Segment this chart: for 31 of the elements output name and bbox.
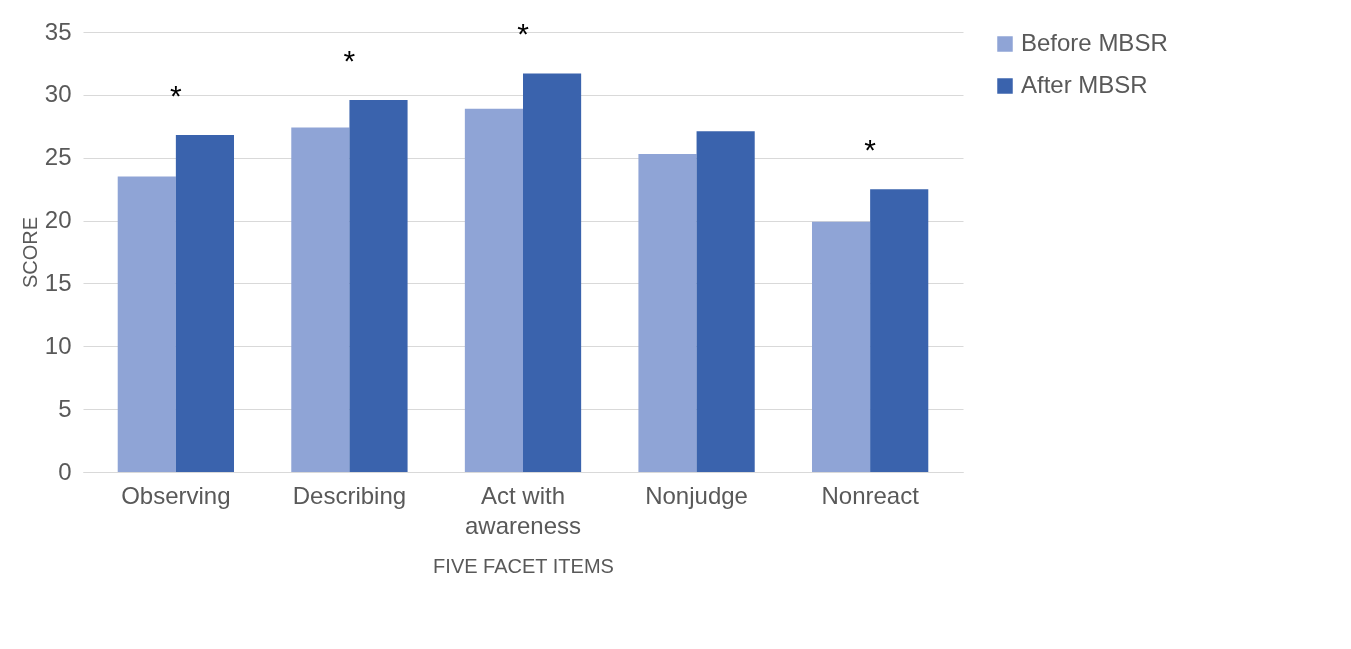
y-tick-label: 35 xyxy=(44,17,72,45)
legend-label: After MBSR xyxy=(1021,71,1148,98)
y-tick-label: 5 xyxy=(58,394,72,422)
bar xyxy=(811,221,871,472)
annotation: * xyxy=(864,133,877,167)
annotation: * xyxy=(343,43,356,77)
x-tick-label: Act with awareness xyxy=(464,481,582,539)
bar xyxy=(638,153,697,472)
annotation: * xyxy=(170,79,183,113)
x-tick-label: Observing xyxy=(121,481,231,509)
x-tick-label: Describing xyxy=(292,481,407,509)
bar xyxy=(117,176,176,472)
y-axis-title: SCORE xyxy=(18,216,41,289)
bar xyxy=(696,131,755,472)
y-tick-label: 15 xyxy=(44,268,72,296)
y-tick-label: 0 xyxy=(58,457,72,485)
bar xyxy=(291,127,350,472)
y-tick-label: 10 xyxy=(44,331,72,359)
bar xyxy=(870,189,929,472)
x-axis-title: FIVE FACET ITEMS xyxy=(433,554,614,577)
bar xyxy=(523,73,582,472)
x-tick-label: Nonreact xyxy=(821,481,920,509)
bar xyxy=(175,135,235,472)
bar xyxy=(349,99,408,472)
y-tick-label: 25 xyxy=(44,143,72,171)
legend-label: Before MBSR xyxy=(1021,29,1168,56)
annotation: * xyxy=(517,17,530,51)
y-tick-label: 30 xyxy=(44,80,72,108)
x-tick-label: Nonjudge xyxy=(645,481,748,509)
y-tick-label: 20 xyxy=(44,206,72,234)
bar xyxy=(464,108,523,472)
